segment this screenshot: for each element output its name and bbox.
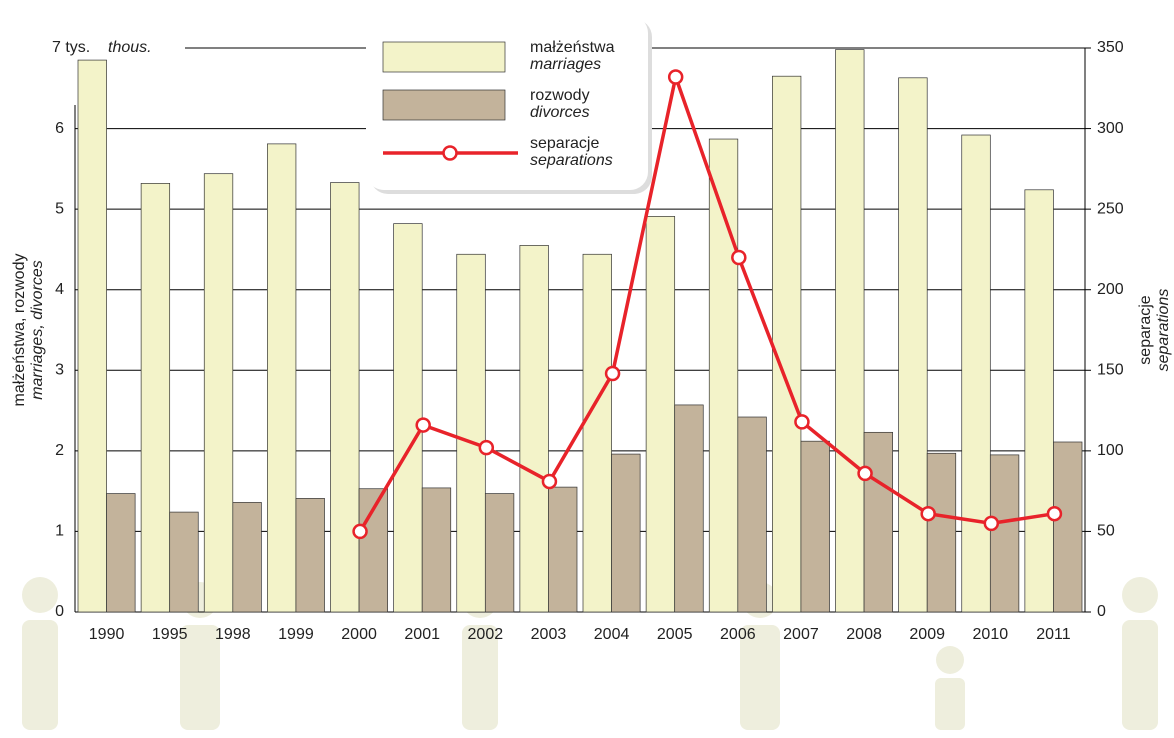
legend-label-en: separations (530, 152, 613, 169)
x-tick-label: 2007 (783, 626, 819, 643)
bar (77, 59, 107, 613)
legend-label-en: marriages (530, 56, 601, 73)
x-tick-label: 1990 (89, 626, 125, 643)
x-tick-label: 2009 (909, 626, 945, 643)
bar (140, 183, 171, 613)
bar (232, 502, 262, 613)
y-unit: thous. (108, 39, 152, 56)
bar (863, 431, 893, 613)
y2-tick-label: 50 (1097, 523, 1115, 540)
x-tick-label: 1999 (278, 626, 314, 643)
bar (674, 404, 704, 613)
y2-tick-label: 100 (1097, 442, 1124, 459)
y-tick-label: 4 (55, 281, 64, 298)
bar (961, 134, 991, 613)
x-tick-label: 1995 (152, 626, 188, 643)
bar (106, 493, 136, 613)
x-tick-label: 2000 (341, 626, 377, 643)
legend-label: separacje (530, 135, 599, 152)
bar (484, 493, 515, 613)
y2-axis-label: separacje (1137, 295, 1154, 364)
bar (582, 253, 612, 613)
bar (737, 416, 767, 613)
point (920, 505, 936, 522)
point (1046, 505, 1063, 522)
y2-tick-label: 200 (1097, 281, 1124, 298)
x-tick-label: 2006 (720, 626, 756, 643)
bar (772, 75, 802, 613)
bar (898, 77, 928, 613)
bar (421, 487, 452, 613)
y-axis-label-en: marriages, divorces (29, 260, 46, 400)
bar (548, 486, 578, 613)
y-axis-label: małżeństwa, rozwody (11, 254, 28, 407)
x-tick-label: 2001 (404, 626, 440, 643)
bar (295, 498, 325, 613)
point (604, 365, 621, 382)
legend-label: rozwody (530, 87, 590, 104)
bar (203, 173, 234, 613)
bar (267, 143, 297, 613)
bar (926, 452, 957, 613)
x-tick-label: 2004 (594, 626, 630, 643)
point (857, 465, 873, 482)
bar (519, 245, 549, 613)
y-tick-label: 1 (55, 523, 64, 540)
bar (1024, 189, 1054, 613)
legend-swatch (382, 89, 506, 121)
x-tick-label: 2002 (468, 626, 504, 643)
y2-tick-label: 250 (1097, 200, 1124, 217)
y-tick-label: 5 (55, 200, 64, 217)
bar (645, 216, 676, 613)
bar (989, 454, 1020, 613)
bar (611, 453, 641, 613)
x-tick-label: 2005 (657, 626, 693, 643)
x-tick-label: 2003 (531, 626, 567, 643)
bar (1053, 441, 1083, 613)
point (731, 249, 747, 266)
y-tick-label: 3 (55, 362, 64, 379)
point (983, 515, 1000, 532)
bar (835, 49, 865, 613)
point (794, 414, 810, 430)
x-tick-label: 2011 (1036, 626, 1071, 643)
y2-tick-label: 350 (1097, 39, 1124, 56)
point (478, 439, 495, 456)
x-tick-label: 2008 (846, 626, 882, 643)
y2-tick-label: 0 (1097, 603, 1106, 620)
y2-axis-label-en: separations (1155, 289, 1172, 372)
y2-tick-label: 300 (1097, 120, 1124, 137)
point (415, 417, 431, 433)
y-tick-label: 2 (55, 442, 64, 459)
point (352, 523, 368, 540)
legend-swatch (382, 41, 506, 73)
line (358, 70, 1055, 533)
legend-label-en: divorces (530, 104, 590, 121)
legend-label: małżeństwa (530, 39, 615, 56)
x-tick-label: 1998 (215, 626, 251, 643)
bar (169, 511, 199, 613)
legend-point (442, 145, 458, 161)
bar (330, 182, 360, 613)
bar (456, 253, 486, 613)
y-tick-label: 7 tys. (52, 39, 90, 56)
bar (800, 440, 830, 613)
y2-tick-label: 150 (1097, 362, 1124, 379)
y-tick-label: 0 (55, 603, 64, 620)
point (667, 69, 684, 85)
bar (393, 223, 423, 613)
point (541, 473, 558, 490)
x-tick-label: 2010 (973, 626, 1009, 643)
y-tick-label: 6 (55, 120, 64, 137)
